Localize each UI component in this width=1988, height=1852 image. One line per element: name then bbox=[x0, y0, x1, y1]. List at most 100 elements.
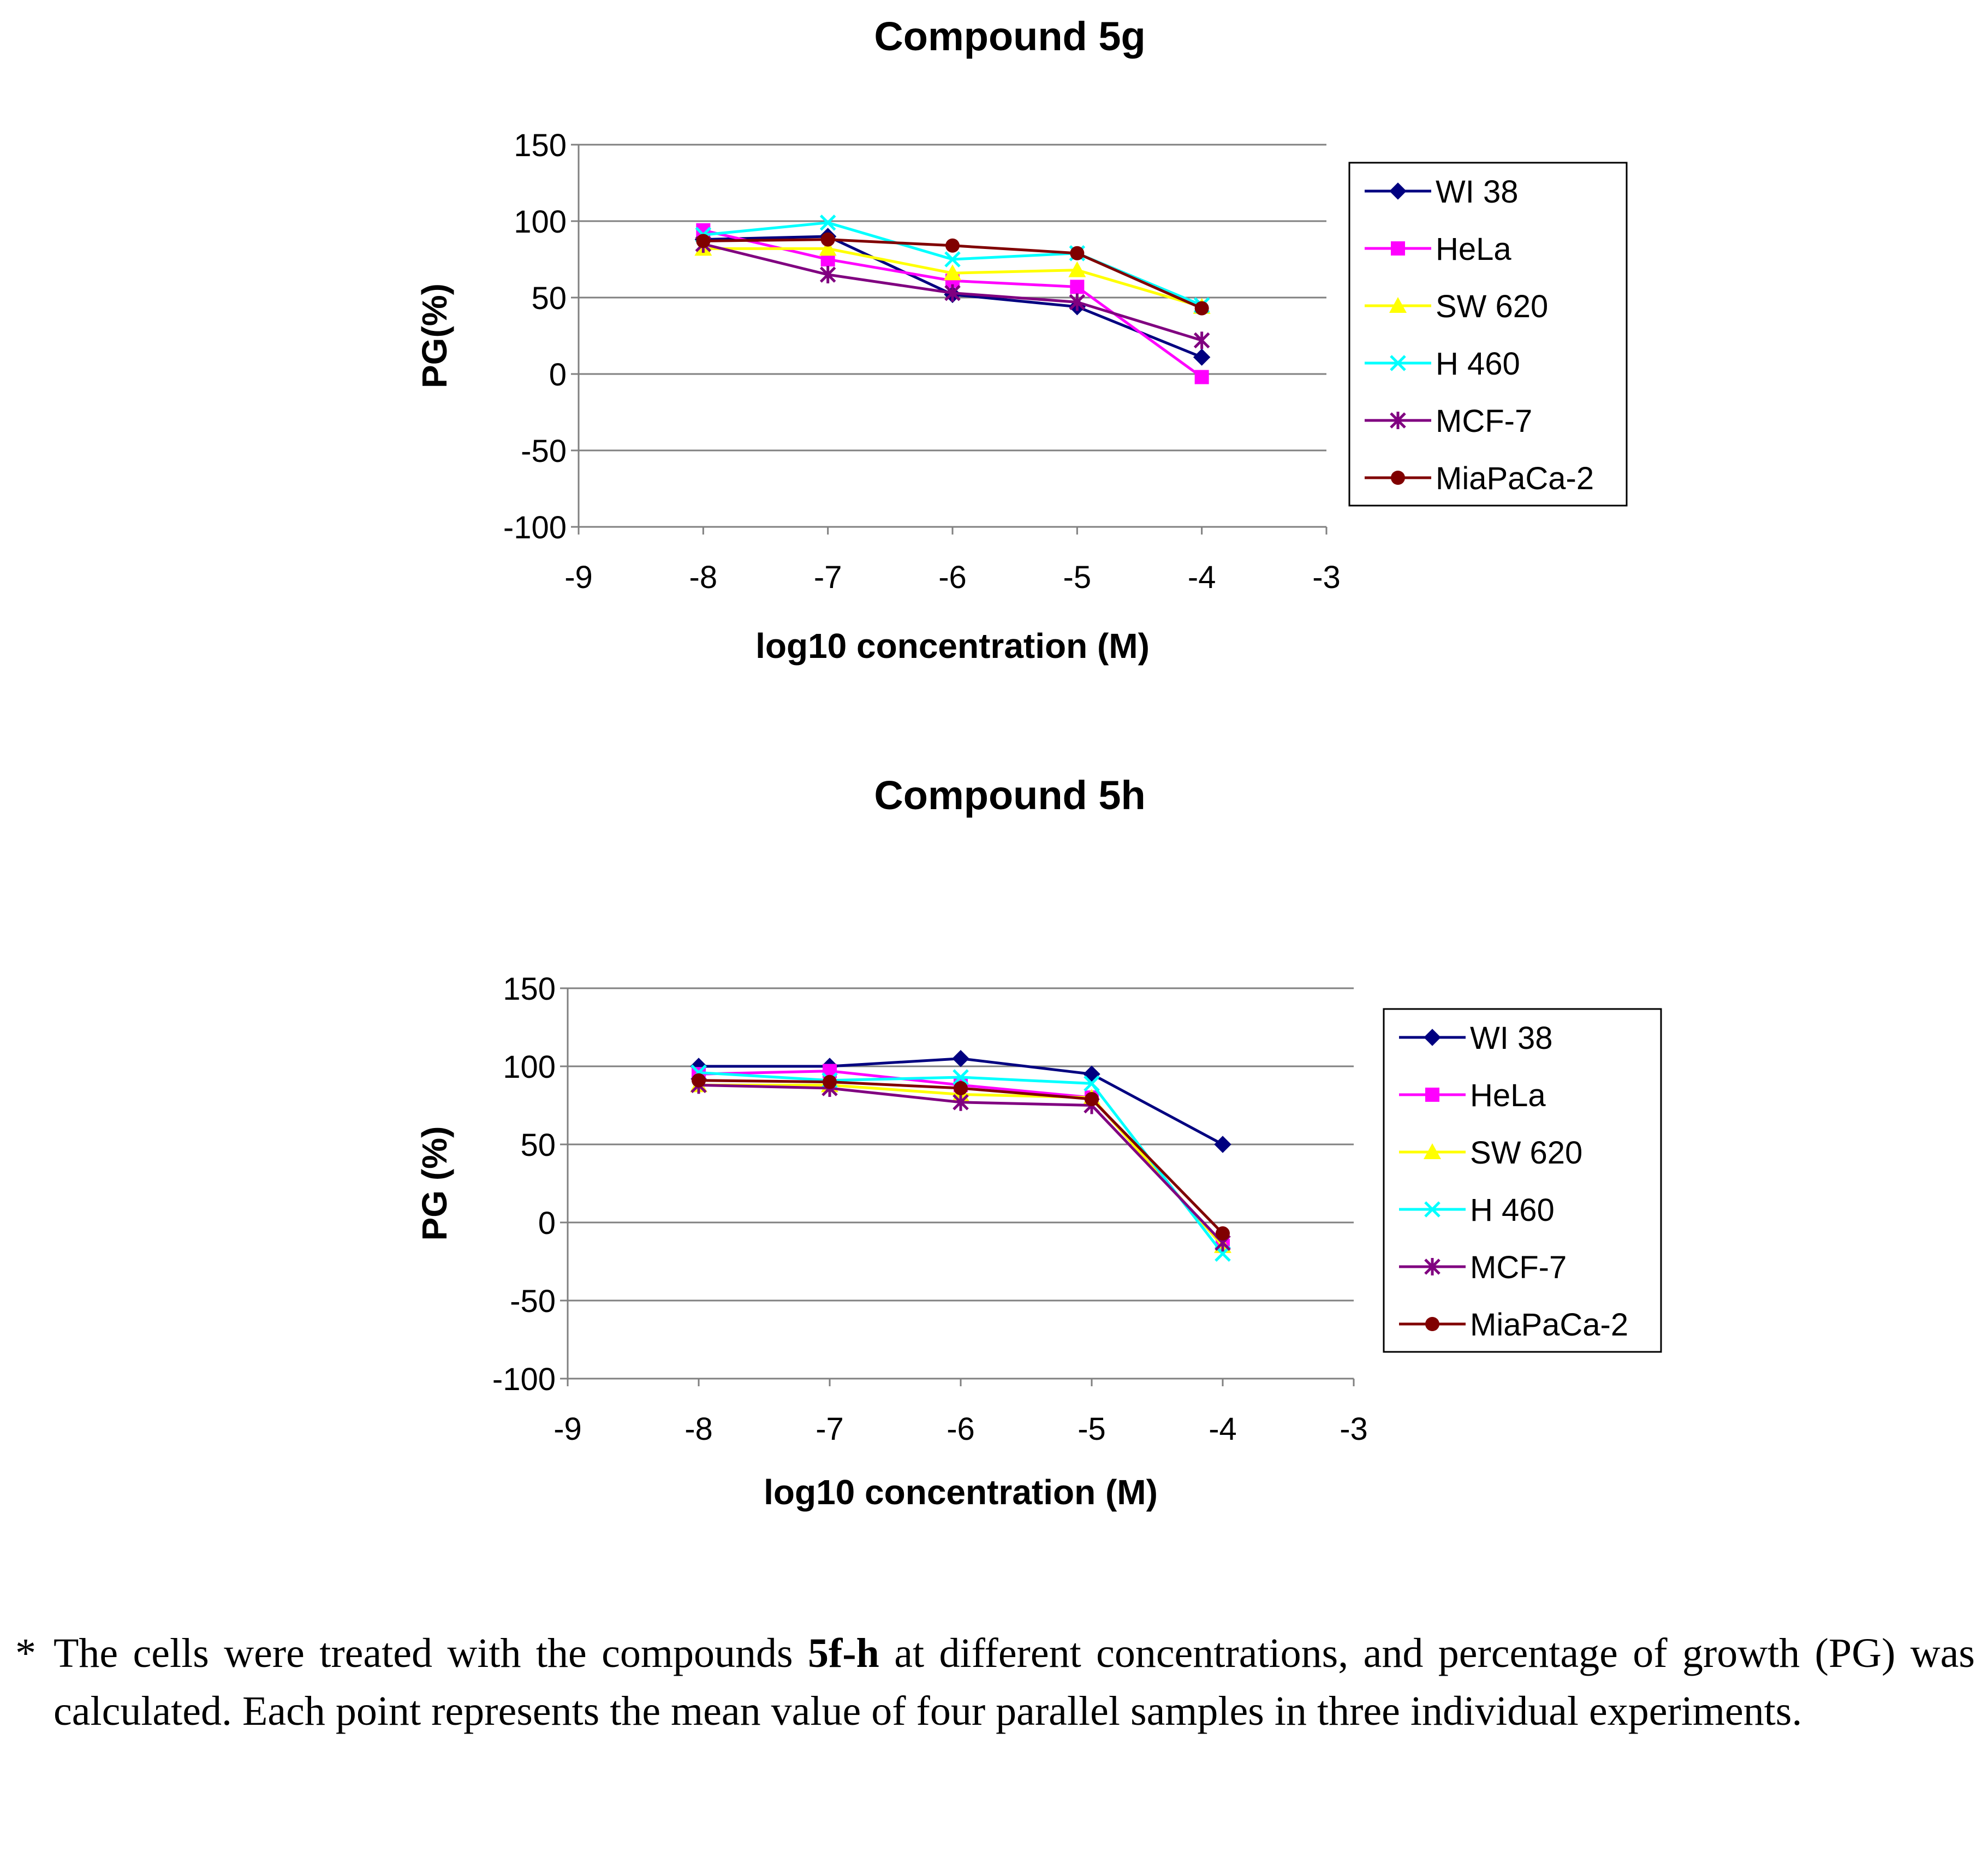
legend-marker-wi-38 bbox=[1389, 182, 1407, 200]
legend-marker-h-460 bbox=[1424, 1201, 1441, 1218]
y-tick-label: 0 bbox=[549, 357, 567, 393]
y-tick-label: 100 bbox=[514, 204, 567, 240]
legend-marker-mcf-7 bbox=[1424, 1258, 1441, 1275]
series-mcf-7 bbox=[691, 1076, 1231, 1252]
y-tick-label: 0 bbox=[538, 1206, 556, 1241]
legend-entry-h-460: H 460 bbox=[1365, 346, 1520, 382]
legend-label-hela: HeLa bbox=[1436, 232, 1511, 267]
gridlines bbox=[568, 987, 1354, 1380]
caption-body: The cells were treated with the compound… bbox=[53, 1624, 1975, 1740]
legend-label-wi-38: WI 38 bbox=[1436, 174, 1519, 210]
legend-marker-hela bbox=[1425, 1088, 1439, 1102]
legend-entry-sw-620: SW 620 bbox=[1399, 1135, 1582, 1171]
x-tick-label: -3 bbox=[1340, 1411, 1368, 1447]
legend-label-mcf-7: MCF-7 bbox=[1436, 403, 1532, 439]
legend-marker-miapaca-2 bbox=[1391, 471, 1405, 485]
data-point-h-460 bbox=[819, 215, 836, 231]
legend-entry-sw-620: SW 620 bbox=[1365, 289, 1548, 324]
x-tick-label: -8 bbox=[685, 1411, 713, 1447]
legend-label-mcf-7: MCF-7 bbox=[1470, 1250, 1567, 1285]
legend-label-wi-38: WI 38 bbox=[1470, 1020, 1553, 1056]
data-point-miapaca-2 bbox=[696, 234, 711, 248]
legend-entry-wi-38: WI 38 bbox=[1399, 1020, 1553, 1056]
data-point-miapaca-2 bbox=[945, 238, 960, 253]
legend-marker-sw-620 bbox=[1424, 1143, 1441, 1159]
x-tick-label: -9 bbox=[553, 1411, 582, 1447]
data-point-mcf-7 bbox=[944, 284, 961, 302]
legend-marker-miapaca-2 bbox=[1425, 1317, 1439, 1331]
x-axis-label: log10 concentration (M) bbox=[764, 1473, 1158, 1512]
y-tick-label: 100 bbox=[503, 1049, 556, 1085]
data-point-mcf-7 bbox=[1193, 331, 1210, 349]
x-tick-label: -3 bbox=[1312, 560, 1341, 595]
data-point-miapaca-2 bbox=[692, 1073, 706, 1088]
y-tick-label: 150 bbox=[514, 128, 567, 163]
y-tick-label: -50 bbox=[521, 434, 567, 469]
caption-text-before: The cells were treated with the compound… bbox=[53, 1630, 808, 1676]
series-mcf-7 bbox=[695, 235, 1210, 349]
legend-entry-h-460: H 460 bbox=[1399, 1192, 1555, 1228]
legend-label-h-460: H 460 bbox=[1436, 346, 1520, 382]
x-tick-label: -7 bbox=[816, 1411, 844, 1447]
x-tick-label: -7 bbox=[814, 560, 842, 595]
data-point-sw-620 bbox=[944, 264, 961, 281]
figure-caption: * The cells were treated with the compou… bbox=[15, 1624, 1975, 1740]
y-tick-label: 50 bbox=[520, 1127, 556, 1163]
data-point-miapaca-2 bbox=[954, 1081, 968, 1096]
caption-bold-compounds: 5f-h bbox=[807, 1630, 879, 1676]
legend: WI 38 HeLa SW 620 H 460 MCF-7 MiaPaCa-2 bbox=[1383, 1008, 1662, 1353]
x-tick-label: -8 bbox=[689, 560, 718, 595]
data-point-h-460 bbox=[944, 251, 961, 268]
gridlines bbox=[579, 144, 1326, 528]
y-tick-label: -100 bbox=[492, 1362, 556, 1397]
legend-label-miapaca-2: MiaPaCa-2 bbox=[1470, 1307, 1628, 1343]
legend-marker-wi-38 bbox=[1424, 1029, 1441, 1046]
series-miapaca-2 bbox=[696, 232, 1209, 316]
legend-label-miapaca-2: MiaPaCa-2 bbox=[1436, 461, 1594, 496]
legend-entry-miapaca-2: MiaPaCa-2 bbox=[1365, 461, 1594, 496]
legend: WI 38 HeLa SW 620 H 460 MCF-7 MiaPaCa-2 bbox=[1348, 162, 1628, 507]
legend-entry-hela: HeLa bbox=[1365, 232, 1511, 267]
y-tick-label: -50 bbox=[510, 1284, 556, 1319]
legend-box bbox=[1348, 162, 1628, 507]
x-tick-label: -9 bbox=[564, 560, 593, 595]
legend-label-sw-620: SW 620 bbox=[1470, 1135, 1582, 1171]
y-tick-label: 50 bbox=[531, 281, 567, 316]
chart-title: Compound 5g bbox=[874, 14, 1145, 59]
legend-entry-wi-38: WI 38 bbox=[1365, 174, 1519, 210]
series-miapaca-2 bbox=[692, 1073, 1230, 1241]
legend-entry-mcf-7: MCF-7 bbox=[1399, 1250, 1567, 1285]
data-point-miapaca-2 bbox=[1070, 246, 1085, 260]
y-axis-label: PG(%) bbox=[415, 283, 454, 388]
legend-marker-mcf-7 bbox=[1390, 412, 1406, 429]
x-axis-label: log10 concentration (M) bbox=[755, 626, 1150, 666]
data-point-mcf-7 bbox=[1069, 293, 1086, 311]
data-point-hela bbox=[1070, 280, 1085, 294]
legend-marker-sw-620 bbox=[1389, 297, 1407, 313]
chart-title: Compound 5h bbox=[874, 773, 1145, 818]
y-tick-labels: 150 100 50 0 -50 -100 bbox=[492, 971, 568, 1397]
legend-label-sw-620: SW 620 bbox=[1436, 289, 1548, 324]
legend-label-hela: HeLa bbox=[1470, 1078, 1546, 1113]
data-point-miapaca-2 bbox=[1216, 1226, 1230, 1241]
x-tick-label: -6 bbox=[938, 560, 967, 595]
legend-label-h-460: H 460 bbox=[1470, 1192, 1555, 1228]
y-tick-label: 150 bbox=[503, 971, 556, 1007]
data-point-wi-38 bbox=[952, 1049, 969, 1067]
legend-entry-hela: HeLa bbox=[1399, 1078, 1546, 1113]
x-tick-labels: -9 -8 -7 -6 -5 -4 -3 bbox=[564, 527, 1341, 595]
y-tick-labels: 150 100 50 0 -50 -100 bbox=[503, 128, 579, 545]
data-point-mcf-7 bbox=[953, 1093, 969, 1111]
data-point-wi-38 bbox=[1193, 348, 1211, 366]
data-point-miapaca-2 bbox=[1085, 1092, 1099, 1107]
x-tick-labels: -9 -8 -7 -6 -5 -4 -3 bbox=[553, 1379, 1368, 1447]
data-point-h-460 bbox=[1084, 1075, 1100, 1092]
data-point-wi-38 bbox=[1214, 1136, 1231, 1153]
legend-marker-h-460 bbox=[1390, 355, 1406, 371]
legend-entry-miapaca-2: MiaPaCa-2 bbox=[1399, 1307, 1628, 1343]
x-tick-label: -5 bbox=[1078, 1411, 1106, 1447]
y-tick-label: -100 bbox=[503, 510, 567, 545]
data-point-sw-620 bbox=[819, 240, 837, 256]
